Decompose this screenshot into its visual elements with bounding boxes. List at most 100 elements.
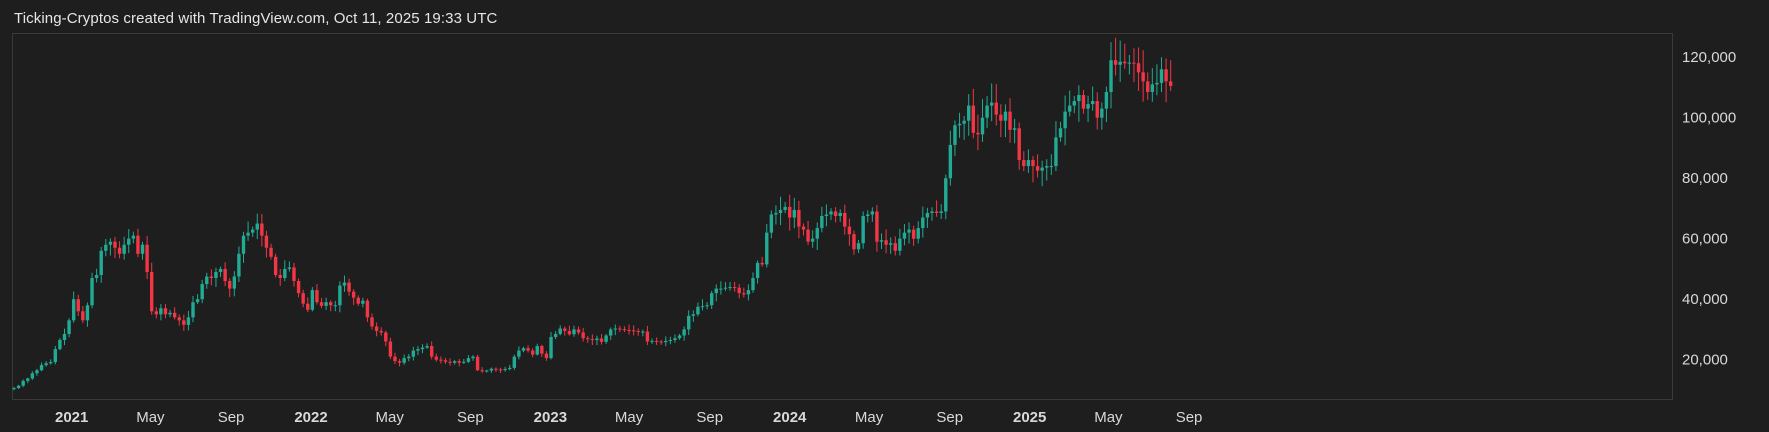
y-tick-label: 40,000 xyxy=(1682,291,1728,308)
candle-down xyxy=(397,361,402,363)
candle-down xyxy=(1031,160,1035,167)
candle-up xyxy=(700,306,705,308)
candle-up xyxy=(416,349,420,351)
candle-down xyxy=(530,350,535,355)
candle-up xyxy=(930,211,934,213)
candle-up xyxy=(696,306,700,315)
candle-up xyxy=(1086,104,1090,109)
candle-up xyxy=(1063,111,1067,129)
candle-down xyxy=(884,240,888,245)
candle-up xyxy=(604,335,608,342)
candle-up xyxy=(411,350,416,357)
candle-up xyxy=(12,388,16,390)
candle-down xyxy=(1081,95,1086,109)
candle-up xyxy=(898,238,902,251)
candle-up xyxy=(67,320,71,334)
candle-down xyxy=(1113,60,1118,65)
candle-down xyxy=(429,346,434,357)
candle-up xyxy=(90,278,94,306)
candle-up xyxy=(746,290,751,295)
candle-up xyxy=(466,358,471,362)
candle-down xyxy=(117,247,122,254)
candle-up xyxy=(824,214,829,216)
candle-down xyxy=(1136,63,1141,73)
candle-up xyxy=(16,385,21,389)
candle-up xyxy=(558,328,562,334)
candle-up xyxy=(140,244,145,254)
y-tick-label: 20,000 xyxy=(1682,352,1728,369)
candle-down xyxy=(379,330,383,333)
x-tick-label: May xyxy=(376,409,405,426)
candle-down xyxy=(292,267,296,282)
candle-up xyxy=(783,206,787,210)
candle-up xyxy=(324,302,328,306)
candle-up xyxy=(879,240,884,242)
candle-up xyxy=(255,223,259,230)
candle-up xyxy=(1054,137,1058,167)
candle-down xyxy=(319,302,324,306)
candle-up xyxy=(425,346,429,348)
candle-down xyxy=(315,290,319,303)
candle-down xyxy=(356,297,360,304)
candle-down xyxy=(563,328,567,331)
candle-down xyxy=(934,211,939,213)
candle-down xyxy=(480,370,484,372)
candle-up xyxy=(944,178,948,212)
candle-down xyxy=(163,308,168,315)
candle-up xyxy=(195,299,200,303)
candle-down xyxy=(1017,128,1021,161)
candle-up xyxy=(967,105,971,121)
candle-down xyxy=(150,271,154,312)
candle-up xyxy=(361,300,365,304)
candle-down xyxy=(852,234,856,250)
candle-up xyxy=(241,235,246,254)
candle-down xyxy=(388,341,393,357)
x-tick-label: 2021 xyxy=(55,409,88,426)
candle-up xyxy=(907,229,911,233)
candle-down xyxy=(182,320,186,325)
candle-up xyxy=(1100,108,1104,118)
x-tick-label: 2022 xyxy=(294,409,327,426)
candle-up xyxy=(159,308,163,315)
candle-up xyxy=(962,120,966,124)
candle-up xyxy=(218,268,223,272)
candle-up xyxy=(989,102,994,106)
candle-down xyxy=(351,291,356,298)
candle-up xyxy=(1077,95,1081,102)
candle-down xyxy=(448,361,452,363)
candle-down xyxy=(76,299,80,312)
x-tick-label: May xyxy=(1094,409,1123,426)
candle-down xyxy=(1168,81,1173,86)
y-tick-label: 60,000 xyxy=(1682,231,1728,248)
candle-down xyxy=(498,369,503,371)
candle-up xyxy=(1155,82,1159,85)
candle-down xyxy=(760,262,764,265)
candle-up xyxy=(1159,69,1164,83)
candle-up xyxy=(1109,60,1113,92)
candle-up xyxy=(774,212,778,215)
candle-down xyxy=(393,356,397,362)
candle-down xyxy=(599,338,604,342)
candle-up xyxy=(861,216,865,244)
candle-up xyxy=(489,368,494,371)
candle-up xyxy=(691,314,696,316)
candle-up xyxy=(668,340,673,342)
candle-down xyxy=(659,341,663,343)
x-tick-label: Sep xyxy=(457,409,484,426)
candle-down xyxy=(797,209,801,227)
candle-up xyxy=(980,117,985,135)
x-tick-label: May xyxy=(855,409,884,426)
candle-up xyxy=(287,267,292,269)
candle-down xyxy=(457,361,461,363)
candle-down xyxy=(645,331,650,342)
candle-up xyxy=(205,276,209,285)
candle-down xyxy=(631,330,636,332)
candle-up xyxy=(820,216,824,229)
candle-down xyxy=(273,256,278,275)
candle-up xyxy=(420,347,425,350)
x-tick-label: May xyxy=(136,409,165,426)
candle-up xyxy=(1049,166,1054,168)
candle-up xyxy=(512,356,517,368)
candle-up xyxy=(58,340,62,350)
